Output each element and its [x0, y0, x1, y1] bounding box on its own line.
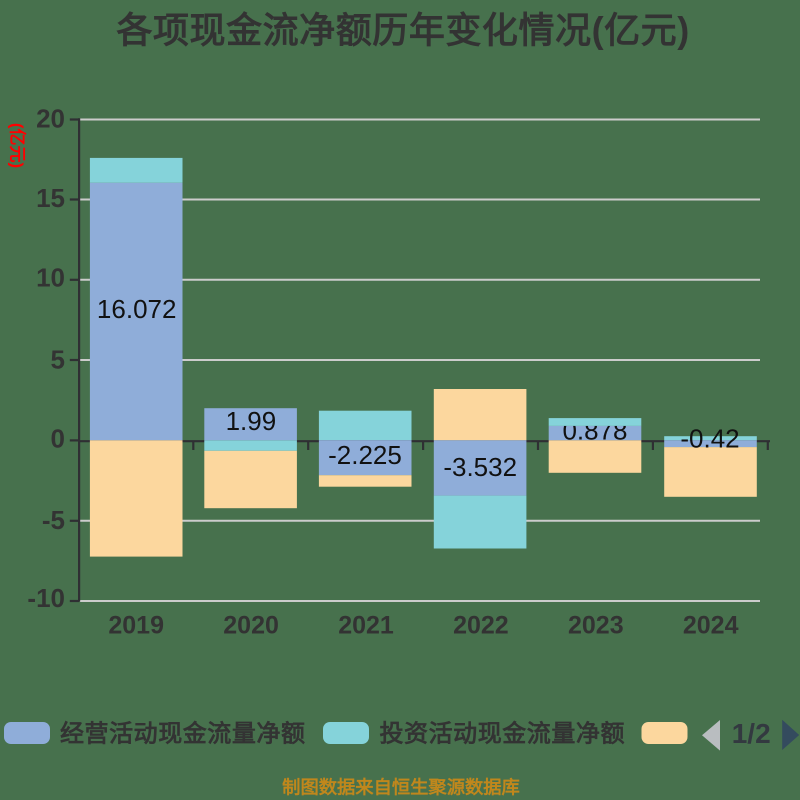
svg-text:1/2: 1/2 [732, 718, 771, 749]
svg-text:-10: -10 [27, 583, 65, 613]
svg-text:各项现金流净额历年变化情况(亿元): 各项现金流净额历年变化情况(亿元) [116, 10, 689, 51]
svg-text:经营活动现金流量净额: 经营活动现金流量净额 [60, 719, 306, 747]
svg-text:1.99: 1.99 [226, 406, 277, 436]
svg-text:-0.42: -0.42 [680, 424, 739, 454]
svg-text:5: 5 [51, 344, 65, 374]
svg-text:20: 20 [36, 103, 65, 133]
svg-text:10: 10 [36, 262, 65, 292]
svg-text:2023: 2023 [568, 612, 624, 640]
svg-text:15: 15 [36, 183, 65, 213]
svg-text:-5: -5 [42, 505, 65, 535]
svg-text:2020: 2020 [223, 612, 279, 640]
svg-text:(亿元): (亿元) [8, 123, 28, 168]
svg-text:制图数据来自恒生聚源数据库: 制图数据来自恒生聚源数据库 [282, 776, 520, 797]
svg-text:-2.225: -2.225 [328, 440, 402, 470]
svg-text:投资活动现金流量净额: 投资活动现金流量净额 [380, 719, 626, 747]
svg-text:0: 0 [51, 424, 65, 454]
svg-text:2021: 2021 [338, 612, 394, 640]
svg-text:2019: 2019 [108, 612, 164, 640]
svg-text:2022: 2022 [453, 612, 509, 640]
svg-text:16.072: 16.072 [97, 294, 177, 324]
svg-text:2024: 2024 [683, 612, 739, 640]
svg-text:-3.532: -3.532 [443, 452, 517, 482]
